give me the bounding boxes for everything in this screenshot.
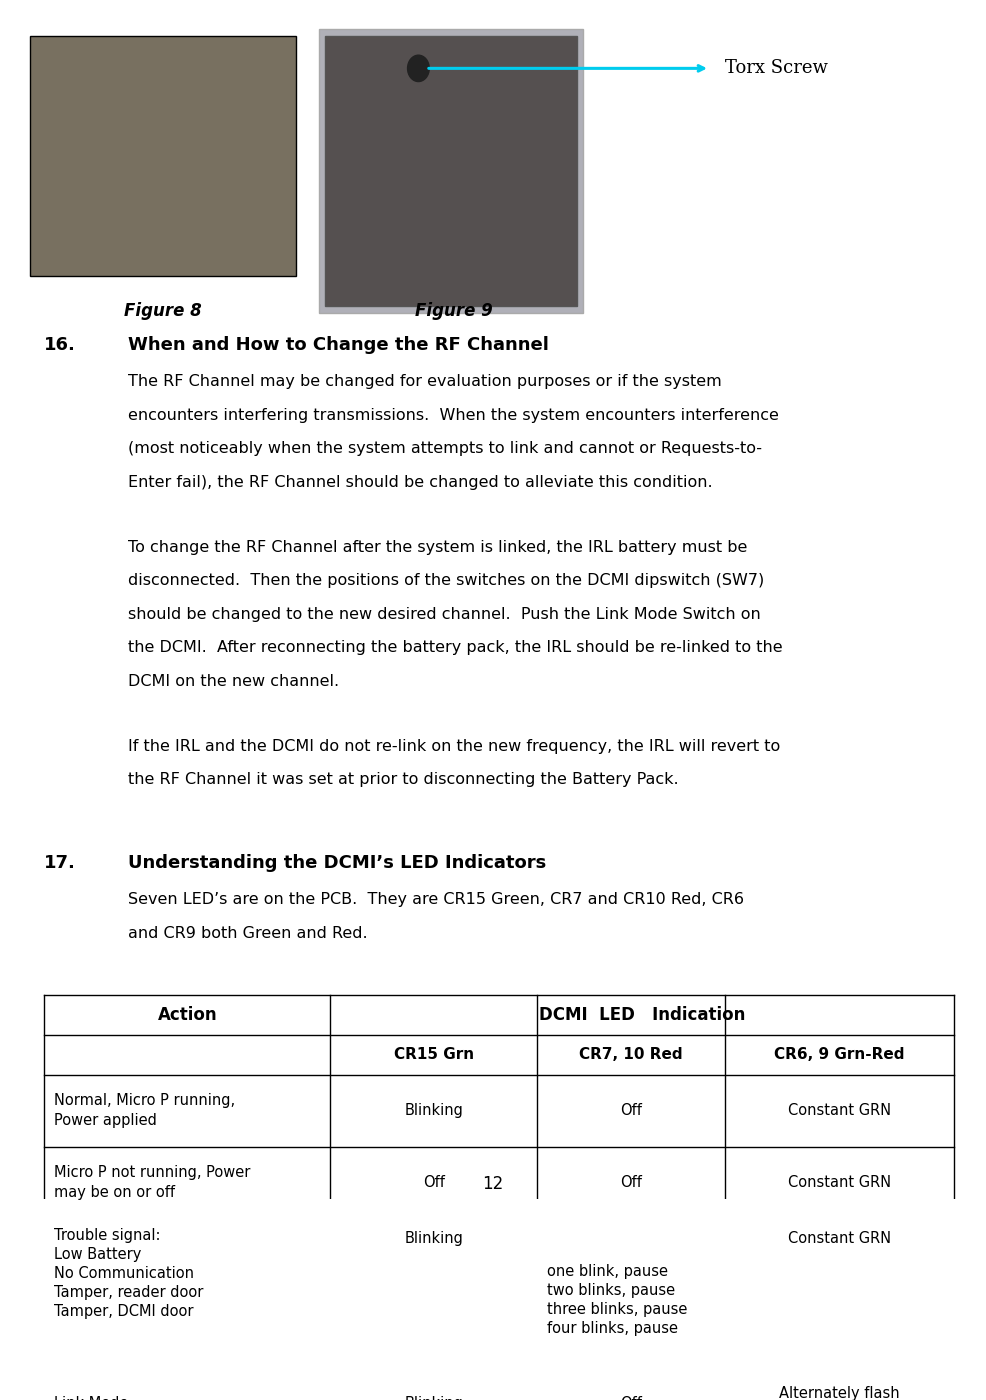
Text: encounters interfering transmissions.  When the system encounters interference: encounters interfering transmissions. Wh… (128, 407, 779, 423)
Text: should be changed to the new desired channel.  Push the Link Mode Switch on: should be changed to the new desired cha… (128, 606, 761, 622)
Text: When and How to Change the RF Channel: When and How to Change the RF Channel (128, 336, 549, 354)
Text: Constant GRN: Constant GRN (788, 1103, 891, 1119)
Text: Link Mode: Link Mode (54, 1396, 128, 1400)
Text: and CR9 both Green and Red.: and CR9 both Green and Red. (128, 925, 368, 941)
Text: 17.: 17. (44, 854, 76, 872)
Bar (537, 1218, 725, 1368)
Text: CR15 Grn: CR15 Grn (393, 1047, 474, 1063)
Text: Blinking: Blinking (404, 1103, 463, 1119)
Text: Off: Off (423, 1175, 445, 1190)
Text: DCMI  LED   Indication: DCMI LED Indication (539, 1007, 745, 1025)
Text: Action: Action (158, 1007, 217, 1025)
Text: Constant GRN: Constant GRN (788, 1175, 891, 1190)
Text: Normal, Micro P running,
Power applied: Normal, Micro P running, Power applied (54, 1093, 236, 1128)
Text: Enter fail), the RF Channel should be changed to alleviate this condition.: Enter fail), the RF Channel should be ch… (128, 475, 713, 490)
Text: Torx Screw: Torx Screw (725, 59, 827, 77)
Bar (319, 29, 583, 314)
Text: DCMI on the new channel.: DCMI on the new channel. (128, 673, 339, 689)
Text: Off: Off (620, 1396, 642, 1400)
Text: If the IRL and the DCMI do not re-link on the new frequency, the IRL will revert: If the IRL and the DCMI do not re-link o… (128, 739, 781, 753)
Bar (325, 36, 577, 305)
Text: To change the RF Channel after the system is linked, the IRL battery must be: To change the RF Channel after the syste… (128, 540, 747, 554)
Text: Seven LED’s are on the PCB.  They are CR15 Green, CR7 and CR10 Red, CR6: Seven LED’s are on the PCB. They are CR1… (128, 892, 744, 907)
Text: CR6, 9 Grn-Red: CR6, 9 Grn-Red (774, 1047, 905, 1063)
Text: Micro P not running, Power
may be on or off: Micro P not running, Power may be on or … (54, 1165, 250, 1200)
Text: Understanding the DCMI’s LED Indicators: Understanding the DCMI’s LED Indicators (128, 854, 546, 872)
Text: Blinking: Blinking (404, 1231, 463, 1246)
Text: Blinking: Blinking (404, 1396, 463, 1400)
Bar (30, 36, 296, 276)
Text: one blink, pause
two blinks, pause
three blinks, pause
four blinks, pause: one blink, pause two blinks, pause three… (547, 1264, 687, 1336)
Text: the RF Channel it was set at prior to disconnecting the Battery Pack.: the RF Channel it was set at prior to di… (128, 773, 678, 787)
Bar (330, 1218, 537, 1368)
Text: Figure 8: Figure 8 (124, 302, 201, 321)
Bar (44, 1218, 330, 1368)
Text: Alternately flash
GRN/RED: Alternately flash GRN/RED (779, 1386, 900, 1400)
Text: 12: 12 (482, 1175, 504, 1193)
Text: Trouble signal:
Low Battery
No Communication
Tamper, reader door
Tamper, DCMI do: Trouble signal: Low Battery No Communica… (54, 1228, 203, 1319)
Text: the DCMI.  After reconnecting the battery pack, the IRL should be re-linked to t: the DCMI. After reconnecting the battery… (128, 640, 783, 655)
Text: Off: Off (620, 1175, 642, 1190)
Text: (most noticeably when the system attempts to link and cannot or Requests-to-: (most noticeably when the system attempt… (128, 441, 762, 456)
Text: Figure 9: Figure 9 (415, 302, 492, 321)
Text: disconnected.  Then the positions of the switches on the DCMI dipswitch (SW7): disconnected. Then the positions of the … (128, 573, 764, 588)
Text: Constant GRN: Constant GRN (788, 1231, 891, 1246)
Text: 16.: 16. (44, 336, 76, 354)
Text: Off: Off (620, 1103, 642, 1119)
Text: CR7, 10 Red: CR7, 10 Red (579, 1047, 683, 1063)
Text: The RF Channel may be changed for evaluation purposes or if the system: The RF Channel may be changed for evalua… (128, 374, 722, 389)
Circle shape (407, 55, 429, 81)
Bar (725, 1218, 954, 1368)
